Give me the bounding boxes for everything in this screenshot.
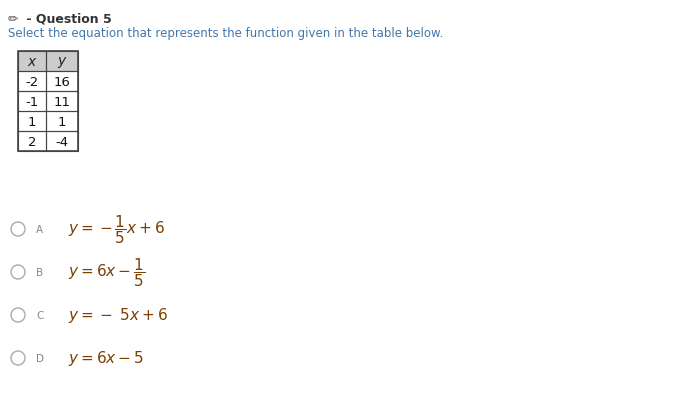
Text: $y = 6x - 5$: $y = 6x - 5$ (68, 348, 144, 368)
Text: -4: -4 (55, 135, 68, 148)
Text: $y = 6x - \dfrac{1}{5}$: $y = 6x - \dfrac{1}{5}$ (68, 256, 145, 289)
Text: 11: 11 (53, 95, 70, 108)
Text: 1: 1 (58, 115, 66, 128)
Circle shape (11, 265, 25, 279)
Bar (18, 132, 46, 152)
Text: -1: -1 (26, 95, 39, 108)
Bar (46, 132, 78, 152)
Text: 2: 2 (28, 135, 36, 148)
Bar (46, 112, 78, 132)
Circle shape (11, 351, 25, 365)
Text: $y$: $y$ (57, 55, 67, 69)
Bar (46, 92, 78, 112)
Text: B: B (36, 267, 43, 277)
Text: C: C (36, 310, 44, 320)
Circle shape (11, 308, 25, 322)
Circle shape (11, 223, 25, 237)
Text: Select the equation that represents the function given in the table below.: Select the equation that represents the … (8, 27, 443, 40)
Text: ✏: ✏ (8, 13, 19, 26)
Bar (18, 52, 78, 152)
Text: - Question 5: - Question 5 (22, 13, 112, 26)
Text: 1: 1 (28, 115, 36, 128)
Text: 16: 16 (54, 75, 70, 88)
Text: $y = -\ 5x + 6$: $y = -\ 5x + 6$ (68, 306, 168, 325)
Bar (18, 112, 46, 132)
Bar (18, 52, 78, 72)
Bar (18, 72, 46, 92)
Text: A: A (36, 225, 43, 235)
Bar (18, 52, 46, 72)
Bar (46, 72, 78, 92)
Text: $x$: $x$ (27, 55, 37, 69)
Text: D: D (36, 353, 44, 363)
Text: $y = -\dfrac{1}{5}x + 6$: $y = -\dfrac{1}{5}x + 6$ (68, 213, 165, 246)
Bar (46, 52, 78, 72)
Text: -2: -2 (26, 75, 39, 88)
Bar (18, 92, 46, 112)
